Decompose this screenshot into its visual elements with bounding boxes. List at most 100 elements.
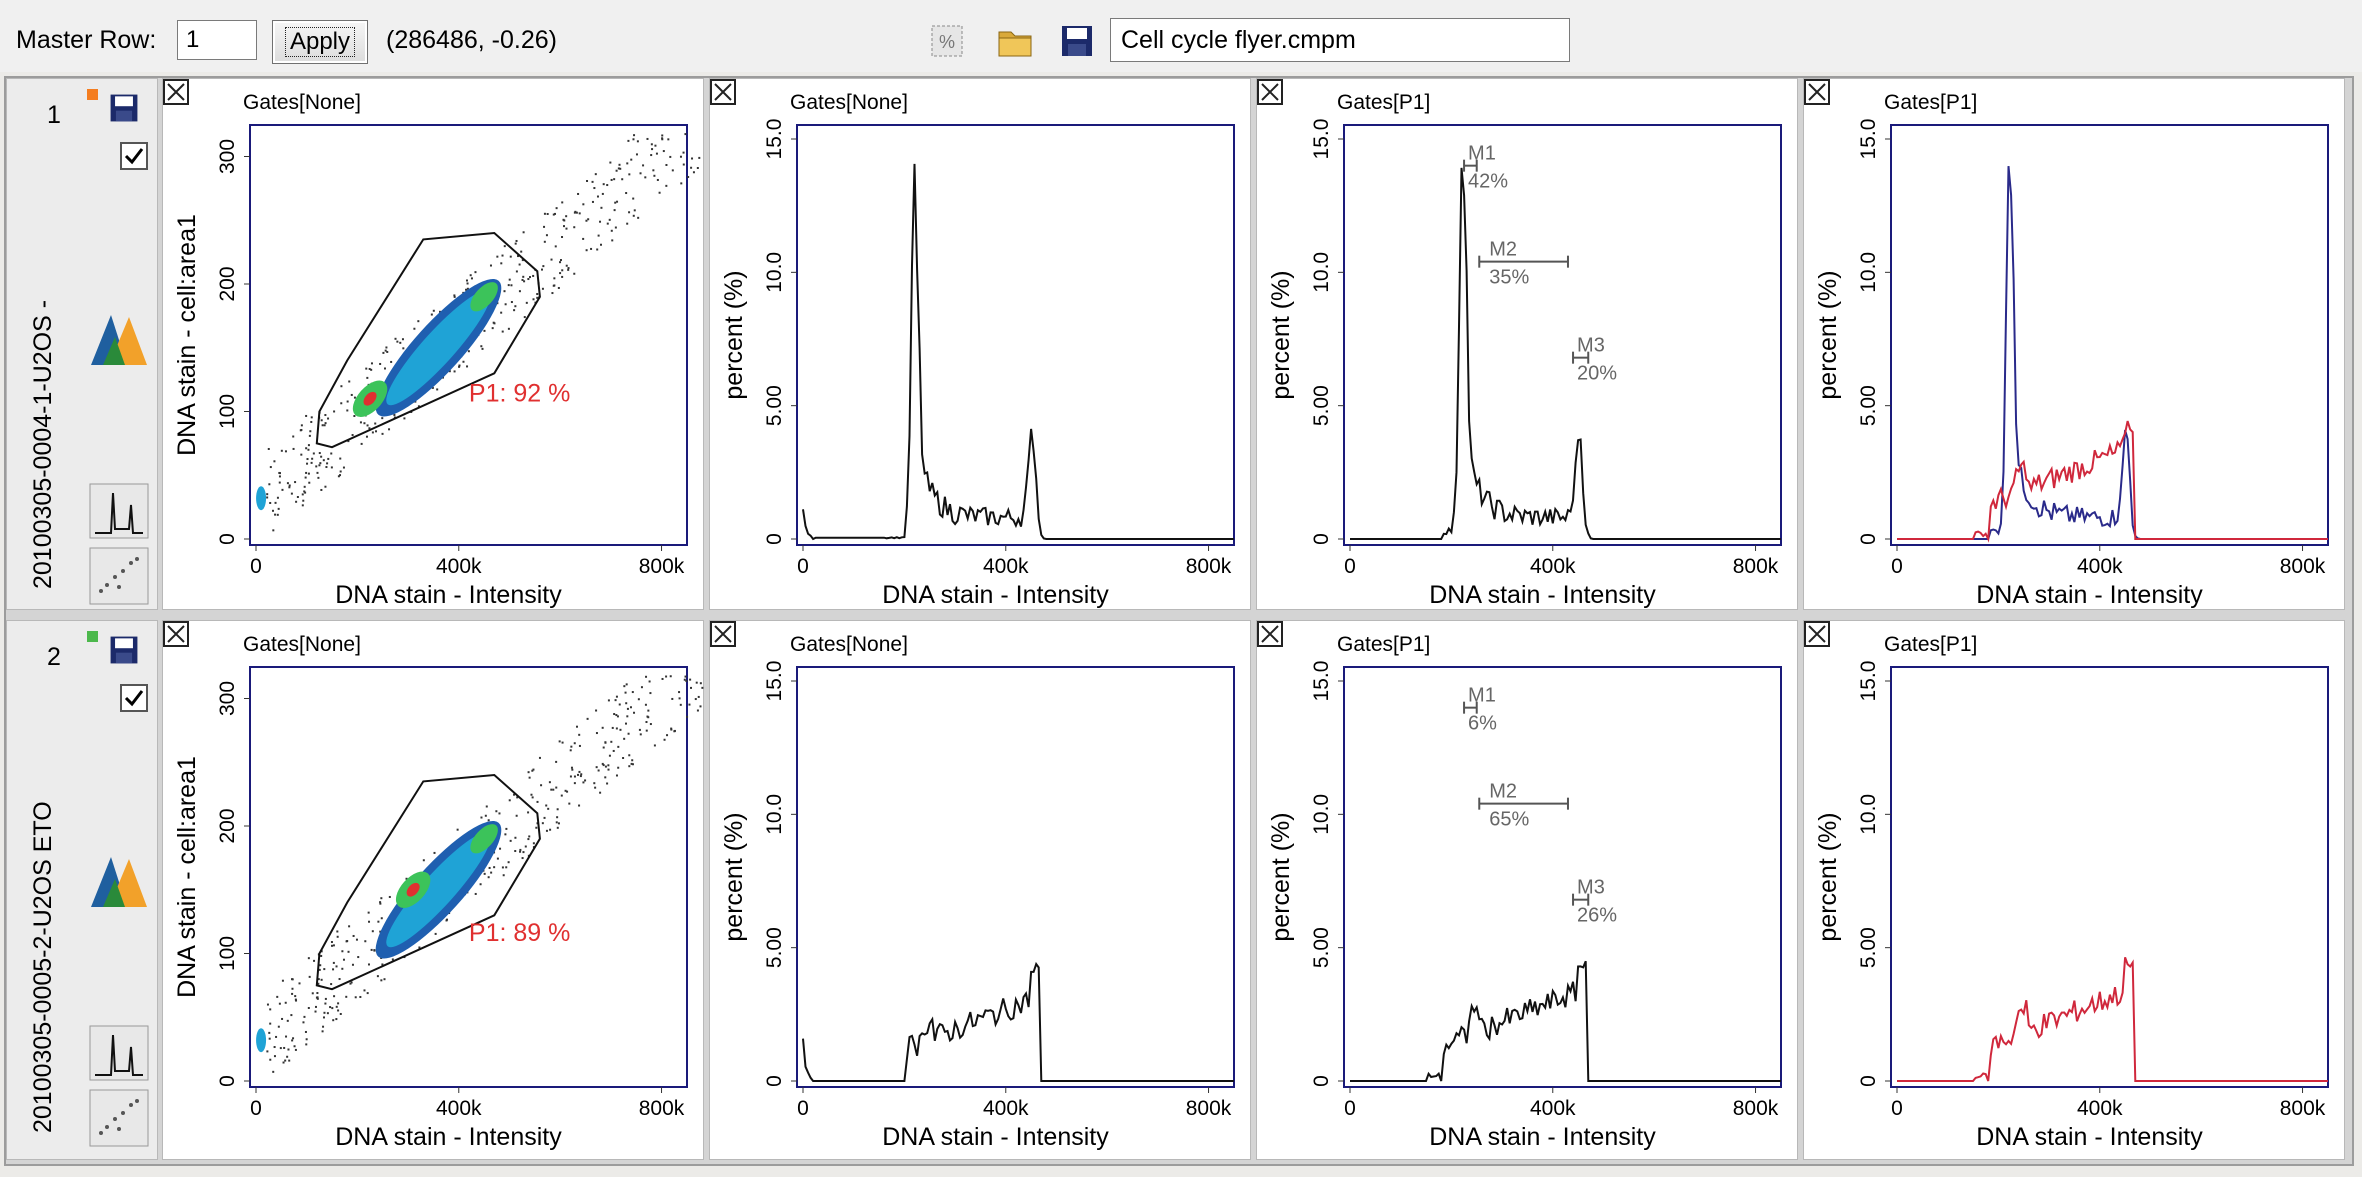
save-row-icon[interactable] bbox=[107, 633, 141, 667]
scatter-dot bbox=[607, 699, 610, 702]
scatter-dot bbox=[682, 151, 685, 154]
scatter-dot bbox=[405, 877, 408, 880]
open-folder-icon[interactable] bbox=[996, 22, 1034, 60]
overlay-histogram-icon[interactable] bbox=[89, 849, 149, 909]
close-panel-icon[interactable] bbox=[1257, 79, 1283, 105]
histogram-view-icon[interactable] bbox=[89, 483, 149, 539]
marker-name: M3 bbox=[1577, 877, 1605, 899]
close-panel-icon[interactable] bbox=[710, 79, 736, 105]
y-tick-label: 5.00 bbox=[1857, 385, 1880, 426]
scatter-dot bbox=[316, 997, 319, 1000]
scatter-dot bbox=[527, 771, 530, 774]
scatter-dot bbox=[332, 961, 335, 964]
plot-frame[interactable] bbox=[1343, 666, 1782, 1088]
scatter-dot bbox=[291, 992, 294, 995]
scatter-dot bbox=[531, 769, 534, 772]
histogram-view-icon[interactable] bbox=[89, 1025, 149, 1081]
scatter-dot bbox=[319, 964, 322, 967]
scatter-dot bbox=[612, 749, 615, 752]
percent-grid-icon[interactable]: % bbox=[928, 22, 966, 60]
x-tick-label: 0 bbox=[1891, 555, 1903, 578]
scatter-dot bbox=[586, 179, 589, 182]
histogram-line bbox=[802, 163, 1234, 541]
scatter-dot bbox=[281, 1017, 284, 1020]
plot-canvas[interactable]: 0 5.00 10.0 15.0 percent (%) 0 400k 800k DNA sta… bbox=[1804, 621, 2346, 1161]
scatter-dot bbox=[374, 422, 377, 425]
scatter-dot bbox=[671, 697, 674, 700]
row-2-sidebar: 2 20100305-0005-2-U2OS ETO bbox=[6, 620, 158, 1160]
plot-cell-r1-c4[interactable]: Gates[P1] 0 5.00 10.0 15.0 percent (%) 0 400k 80… bbox=[1803, 78, 2345, 610]
scatter-dot bbox=[570, 766, 573, 769]
scatter-dot bbox=[687, 175, 690, 178]
scatter-dot bbox=[625, 702, 628, 705]
scatter-dot bbox=[288, 484, 291, 487]
close-panel-icon[interactable] bbox=[710, 621, 736, 647]
scatter-dot bbox=[523, 316, 526, 319]
close-panel-icon[interactable] bbox=[1257, 621, 1283, 647]
scatter-dot bbox=[565, 264, 568, 267]
scatter-dot bbox=[314, 1010, 317, 1013]
gate-p1-polygon[interactable] bbox=[315, 231, 541, 449]
scatter-dot bbox=[557, 822, 560, 825]
scatter-dot bbox=[684, 133, 687, 136]
plot-canvas[interactable]: P1: 92 % 0 100 200 300 DNA stain - cell:area1… bbox=[163, 79, 705, 611]
plot-canvas[interactable]: P1: 89 % 0 100 200 300 DNA stain - cell:area1… bbox=[163, 621, 705, 1161]
gate-p1-polygon[interactable] bbox=[315, 773, 541, 991]
scatter-dot bbox=[613, 209, 616, 212]
scatter-dot bbox=[623, 737, 626, 740]
scatter-dot bbox=[531, 796, 534, 799]
scatter-dot bbox=[548, 781, 551, 784]
scatter-dot bbox=[543, 212, 546, 215]
close-panel-icon[interactable] bbox=[163, 621, 189, 647]
plot-canvas[interactable]: 0 5.00 10.0 15.0 percent (%) 0 400k 800k DNA sta… bbox=[710, 621, 1252, 1161]
plot-canvas[interactable]: 0 5.00 10.0 15.0 percent (%) 0 400k 800k DNA sta… bbox=[710, 79, 1252, 611]
plot-frame[interactable] bbox=[796, 124, 1235, 546]
plot-cell-r1-c1[interactable]: Gates[None] P1: 92 % 0 100 200 300 DNA stain -… bbox=[162, 78, 704, 610]
overlay-histogram-icon[interactable] bbox=[89, 307, 149, 367]
scatter-dot bbox=[368, 367, 371, 370]
plot-cell-r2-c4[interactable]: Gates[P1] 0 5.00 10.0 15.0 percent (%) 0 400k 80… bbox=[1803, 620, 2345, 1160]
scatter-dot bbox=[436, 388, 439, 391]
plot-frame[interactable] bbox=[796, 666, 1235, 1088]
scatter-dot bbox=[357, 956, 360, 959]
plot-cell-r1-c2[interactable]: Gates[None] 0 5.00 10.0 15.0 percent (%) 0 400k… bbox=[709, 78, 1251, 610]
scatter-dot bbox=[696, 709, 699, 712]
file-name-field[interactable] bbox=[1110, 18, 1570, 62]
apply-button[interactable]: Apply bbox=[272, 20, 368, 64]
plot-canvas[interactable]: 0 5.00 10.0 15.0 percent (%) M1 42% M2 35% M3 20% 0… bbox=[1257, 79, 1799, 611]
plot-cell-r2-c1[interactable]: Gates[None] P1: 89 % 0 100 200 300 DNA stain -… bbox=[162, 620, 704, 1160]
scatter-dot bbox=[294, 481, 297, 484]
scatter-dot bbox=[549, 828, 552, 831]
scatter-dot bbox=[645, 721, 648, 724]
scatter-dot bbox=[553, 284, 556, 287]
scatter-dot bbox=[381, 963, 384, 966]
save-icon[interactable] bbox=[1058, 22, 1096, 60]
master-row-input[interactable] bbox=[177, 20, 257, 60]
scatter-dot bbox=[541, 287, 544, 290]
scatter-dot bbox=[501, 330, 504, 333]
scatter-view-icon[interactable] bbox=[89, 1089, 149, 1147]
save-row-icon[interactable] bbox=[107, 91, 141, 125]
plot-frame[interactable] bbox=[1343, 124, 1782, 546]
scatter-dot bbox=[596, 248, 599, 251]
plot-cell-r2-c2[interactable]: Gates[None] 0 5.00 10.0 15.0 percent (%) 0 400k… bbox=[709, 620, 1251, 1160]
scatter-dot bbox=[393, 413, 396, 416]
scatter-dot bbox=[305, 1038, 308, 1041]
y-axis-label: percent (%) bbox=[720, 812, 748, 941]
row-checkbox[interactable] bbox=[119, 683, 149, 713]
close-panel-icon[interactable] bbox=[1804, 621, 1830, 647]
plot-frame[interactable] bbox=[1890, 124, 2329, 546]
scatter-dot bbox=[635, 153, 638, 156]
plot-cell-r2-c3[interactable]: Gates[P1] 0 5.00 10.0 15.0 percent (%) M1 6% M2 6… bbox=[1256, 620, 1798, 1160]
scatter-view-icon[interactable] bbox=[89, 547, 149, 605]
row-checkbox[interactable] bbox=[119, 141, 149, 171]
plot-cell-r1-c3[interactable]: Gates[P1] 0 5.00 10.0 15.0 percent (%) M1 42% M2… bbox=[1256, 78, 1798, 610]
close-panel-icon[interactable] bbox=[1804, 79, 1830, 105]
plot-frame[interactable] bbox=[1890, 666, 2329, 1088]
scatter-dot bbox=[489, 264, 492, 267]
close-panel-icon[interactable] bbox=[163, 79, 189, 105]
scatter-dot bbox=[325, 466, 328, 469]
plot-canvas[interactable]: 0 5.00 10.0 15.0 percent (%) 0 400k 800k DNA sta… bbox=[1804, 79, 2346, 611]
plot-canvas[interactable]: 0 5.00 10.0 15.0 percent (%) M1 6% M2 65% M3 26% 0 4… bbox=[1257, 621, 1799, 1161]
scatter-dot bbox=[678, 697, 681, 700]
